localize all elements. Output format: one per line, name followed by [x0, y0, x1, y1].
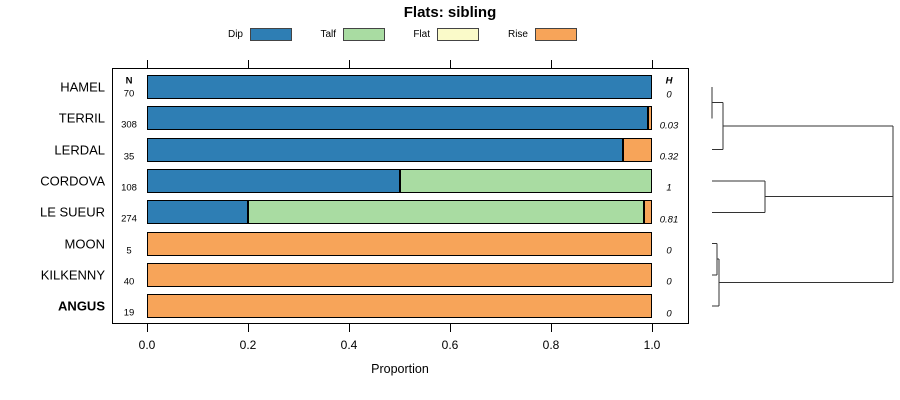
legend-swatch	[250, 28, 292, 41]
bar-row	[147, 200, 652, 225]
n-value: 274	[121, 213, 137, 225]
legend-swatch	[343, 28, 385, 41]
x-axis-title: Proportion	[371, 362, 429, 376]
bar-segment-dip	[147, 137, 624, 162]
bar-row	[147, 168, 652, 193]
axis-tick-bottom	[551, 324, 552, 332]
category-label: LERDAL	[54, 142, 105, 158]
axis-tick-label: 0.4	[340, 338, 358, 352]
category-label: TERRIL	[58, 110, 105, 126]
axis-tick-top	[652, 60, 653, 68]
bar-segment-rise	[147, 294, 652, 319]
h-value: 0.32	[659, 151, 679, 163]
n-value: 40	[123, 276, 135, 288]
category-label: MOON	[64, 236, 105, 251]
category-label: CORDOVA	[40, 173, 105, 189]
bar-segment-rise	[147, 262, 652, 287]
bar-row	[147, 231, 652, 256]
axis-tick-top	[147, 60, 148, 68]
axis-tick-label: 0.2	[239, 338, 257, 352]
h-value: 0	[666, 276, 672, 288]
h-value: 0	[666, 245, 672, 257]
axis-tick-top	[551, 60, 552, 68]
category-label: ANGUS	[58, 298, 105, 314]
axis-tick-bottom	[349, 324, 350, 332]
legend-swatch	[437, 28, 479, 41]
axis-tick-top	[349, 60, 350, 68]
h-value: 0	[666, 308, 672, 320]
chart-title: Flats: sibling	[403, 4, 497, 21]
bar-row	[147, 106, 652, 131]
n-column-header: N	[125, 75, 133, 87]
bar-segment-rise	[647, 106, 652, 131]
n-value: 35	[123, 151, 135, 163]
bar-segment-dip	[147, 200, 248, 225]
bar-segment-rise	[644, 200, 652, 225]
bar-segment-rise	[623, 137, 652, 162]
bar-segment-dip	[147, 168, 400, 193]
axis-tick-label: 0.8	[542, 338, 560, 352]
bar-segment-talf	[399, 168, 652, 193]
n-value: 108	[121, 182, 137, 194]
axis-tick-label: 0.0	[138, 338, 156, 352]
legend-label: Rise	[507, 29, 528, 40]
n-value: 308	[121, 119, 137, 131]
legend-swatch	[535, 28, 577, 41]
axis-tick-top	[248, 60, 249, 68]
bar-row	[147, 75, 652, 99]
h-value: 0	[666, 89, 672, 100]
category-label: LE SUEUR	[39, 204, 105, 220]
axis-tick-bottom	[450, 324, 451, 332]
legend-label: Flat	[413, 29, 430, 40]
bar-row	[147, 294, 652, 319]
h-value: 0.81	[659, 214, 679, 226]
h-value: 1	[666, 182, 672, 194]
category-label: KILKENNY	[40, 267, 105, 283]
bar-row	[147, 262, 652, 287]
category-label: HAMEL	[60, 79, 105, 95]
plot-area	[112, 68, 689, 324]
bar-segment-talf	[248, 200, 645, 225]
bar-segment-rise	[147, 231, 652, 256]
legend-label: Dip	[227, 29, 243, 40]
bar-segment-dip	[147, 106, 648, 131]
h-value: 0.03	[659, 120, 679, 132]
h-column-header: H	[665, 75, 673, 87]
axis-tick-top	[450, 60, 451, 68]
axis-tick-bottom	[147, 324, 148, 332]
n-value: 19	[123, 307, 135, 319]
legend-label: Talf	[320, 29, 336, 40]
n-value: 70	[123, 88, 135, 100]
axis-tick-bottom	[248, 324, 249, 332]
axis-tick-label: 0.6	[441, 338, 459, 352]
axis-tick-bottom	[652, 324, 653, 332]
n-value: 5	[126, 245, 132, 256]
bar-row	[147, 137, 652, 162]
bar-segment-dip	[147, 75, 652, 99]
axis-tick-label: 1.0	[643, 338, 661, 352]
